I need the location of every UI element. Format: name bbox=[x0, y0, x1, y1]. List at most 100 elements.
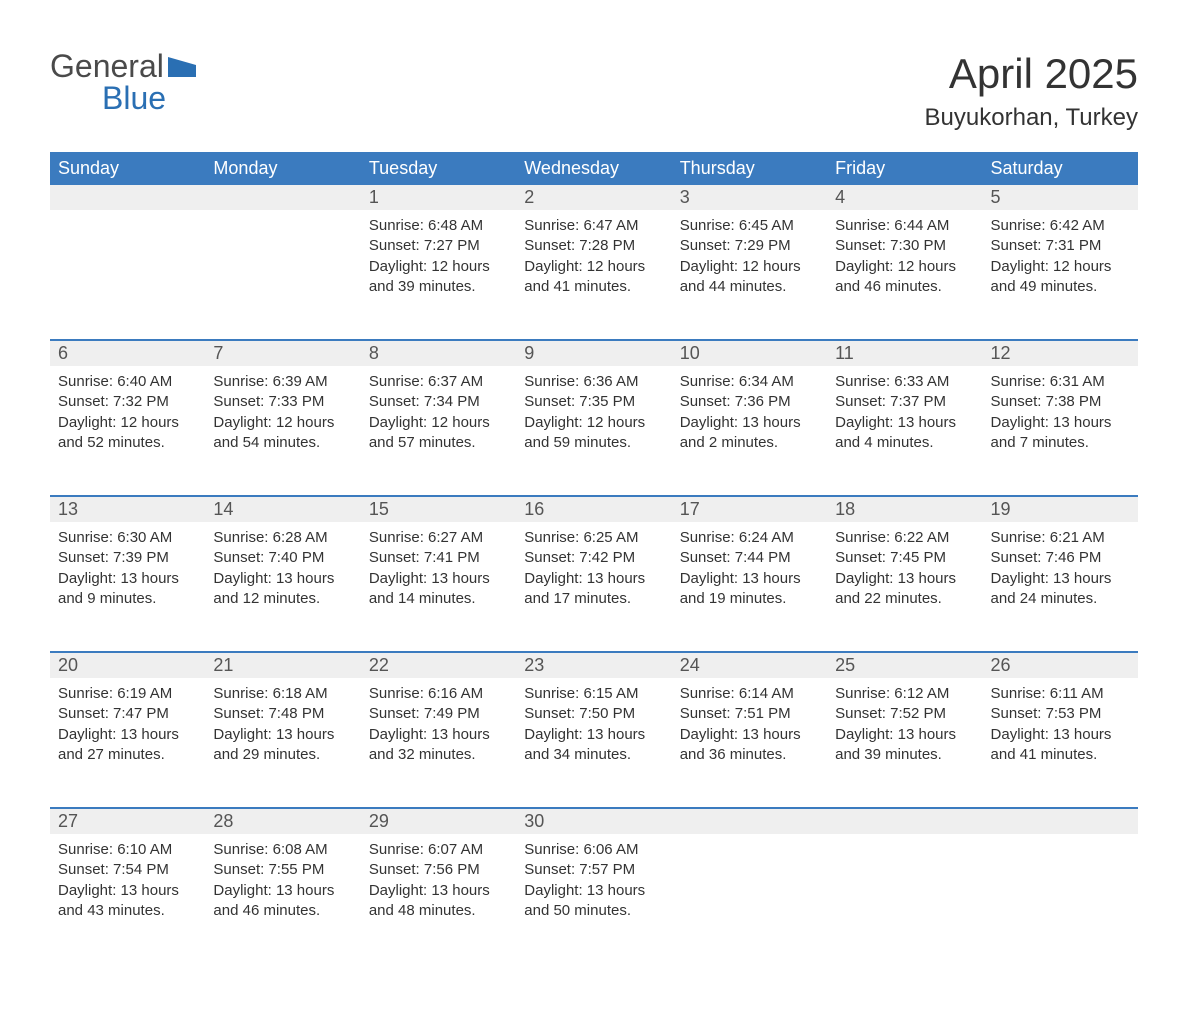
day-cell bbox=[672, 834, 827, 964]
daylight-text: Daylight: 12 hours and 49 minutes. bbox=[991, 257, 1130, 298]
sunrise-text: Sunrise: 6:31 AM bbox=[991, 372, 1130, 392]
day-number: 12 bbox=[983, 340, 1138, 366]
sunrise-text: Sunrise: 6:16 AM bbox=[369, 684, 508, 704]
day-cell: Sunrise: 6:14 AMSunset: 7:51 PMDaylight:… bbox=[672, 678, 827, 808]
sunset-text: Sunset: 7:52 PM bbox=[835, 704, 974, 724]
week-content-row: Sunrise: 6:10 AMSunset: 7:54 PM Daylight:… bbox=[50, 834, 1138, 964]
week-daynum-row: 13141516171819 bbox=[50, 496, 1138, 522]
brand-line1: General bbox=[50, 50, 164, 82]
week-content-row: Sunrise: 6:19 AMSunset: 7:47 PMDaylight:… bbox=[50, 678, 1138, 808]
brand-line2: Blue bbox=[102, 82, 196, 114]
day-cell: Sunrise: 6:40 AMSunset: 7:32 PMDaylight:… bbox=[50, 366, 205, 496]
day-number: 29 bbox=[361, 808, 516, 834]
sunrise-text: Sunrise: 6:07 AM bbox=[369, 840, 508, 860]
day-number: 16 bbox=[516, 496, 671, 522]
daylight-text: Daylight: 12 hours and 57 minutes. bbox=[369, 413, 508, 454]
day-number bbox=[827, 808, 982, 834]
sunrise-text: Sunrise: 6:24 AM bbox=[680, 528, 819, 548]
daylight-text: Daylight: 12 hours and 52 minutes. bbox=[58, 413, 197, 454]
sunset-text: Sunset: 7:30 PM bbox=[835, 236, 974, 256]
day-cell: Sunrise: 6:33 AMSunset: 7:37 PMDaylight:… bbox=[827, 366, 982, 496]
day-number bbox=[983, 808, 1138, 834]
sunset-text: Sunset: 7:27 PM bbox=[369, 236, 508, 256]
flag-icon bbox=[168, 57, 196, 81]
sunset-text: Sunset: 7:31 PM bbox=[991, 236, 1130, 256]
day-number: 26 bbox=[983, 652, 1138, 678]
day-header: Friday bbox=[827, 152, 982, 185]
day-cell: Sunrise: 6:30 AMSunset: 7:39 PMDaylight:… bbox=[50, 522, 205, 652]
day-number: 13 bbox=[50, 496, 205, 522]
sunrise-text: Sunrise: 6:34 AM bbox=[680, 372, 819, 392]
sunset-text: Sunset: 7:34 PM bbox=[369, 392, 508, 412]
day-cell: Sunrise: 6:37 AMSunset: 7:34 PMDaylight:… bbox=[361, 366, 516, 496]
daylight-text: Daylight: 13 hours and 50 minutes. bbox=[524, 881, 663, 922]
day-number: 14 bbox=[205, 496, 360, 522]
calendar-table: Sunday Monday Tuesday Wednesday Thursday… bbox=[50, 152, 1138, 964]
daylight-text: Daylight: 13 hours and 36 minutes. bbox=[680, 725, 819, 766]
day-header: Thursday bbox=[672, 152, 827, 185]
day-number bbox=[672, 808, 827, 834]
sunrise-text: Sunrise: 6:18 AM bbox=[213, 684, 352, 704]
day-number: 22 bbox=[361, 652, 516, 678]
day-cell: Sunrise: 6:12 AMSunset: 7:52 PMDaylight:… bbox=[827, 678, 982, 808]
daylight-text: Daylight: 13 hours and 9 minutes. bbox=[58, 569, 197, 610]
day-cell: Sunrise: 6:45 AMSunset: 7:29 PMDaylight:… bbox=[672, 210, 827, 340]
daylight-text: Daylight: 13 hours and 14 minutes. bbox=[369, 569, 508, 610]
sunset-text: Sunset: 7:53 PM bbox=[991, 704, 1130, 724]
day-number: 5 bbox=[983, 185, 1138, 210]
day-cell: Sunrise: 6:42 AMSunset: 7:31 PMDaylight:… bbox=[983, 210, 1138, 340]
daylight-text: Daylight: 13 hours and 32 minutes. bbox=[369, 725, 508, 766]
sunrise-text: Sunrise: 6:44 AM bbox=[835, 216, 974, 236]
sunset-text: Sunset: 7:51 PM bbox=[680, 704, 819, 724]
sunset-text: Sunset: 7:55 PM bbox=[213, 860, 352, 880]
sunset-text: Sunset: 7:48 PM bbox=[213, 704, 352, 724]
day-cell bbox=[205, 210, 360, 340]
sunrise-text: Sunrise: 6:40 AM bbox=[58, 372, 197, 392]
day-cell: Sunrise: 6:24 AMSunset: 7:44 PMDaylight:… bbox=[672, 522, 827, 652]
sunrise-text: Sunrise: 6:22 AM bbox=[835, 528, 974, 548]
day-header: Sunday bbox=[50, 152, 205, 185]
day-header: Saturday bbox=[983, 152, 1138, 185]
day-number: 11 bbox=[827, 340, 982, 366]
sunset-text: Sunset: 7:42 PM bbox=[524, 548, 663, 568]
day-cell: Sunrise: 6:19 AMSunset: 7:47 PMDaylight:… bbox=[50, 678, 205, 808]
month-title: April 2025 bbox=[925, 50, 1138, 98]
daylight-text: Daylight: 13 hours and 34 minutes. bbox=[524, 725, 663, 766]
sunrise-text: Sunrise: 6:21 AM bbox=[991, 528, 1130, 548]
sunrise-text: Sunrise: 6:33 AM bbox=[835, 372, 974, 392]
sunrise-text: Sunrise: 6:10 AM bbox=[58, 840, 197, 860]
sunrise-text: Sunrise: 6:11 AM bbox=[991, 684, 1130, 704]
day-header: Wednesday bbox=[516, 152, 671, 185]
day-number: 18 bbox=[827, 496, 982, 522]
daylight-text: Daylight: 13 hours and 2 minutes. bbox=[680, 413, 819, 454]
daylight-text: Daylight: 13 hours and 41 minutes. bbox=[991, 725, 1130, 766]
sunrise-text: Sunrise: 6:37 AM bbox=[369, 372, 508, 392]
daylight-text: Daylight: 13 hours and 4 minutes. bbox=[835, 413, 974, 454]
daylight-text: Daylight: 13 hours and 7 minutes. bbox=[991, 413, 1130, 454]
sunset-text: Sunset: 7:54 PM bbox=[58, 860, 197, 880]
day-cell: Sunrise: 6:06 AMSunset: 7:57 PMDaylight:… bbox=[516, 834, 671, 964]
daylight-text: Daylight: 13 hours and 29 minutes. bbox=[213, 725, 352, 766]
sunrise-text: Sunrise: 6:47 AM bbox=[524, 216, 663, 236]
day-cell: Sunrise: 6:11 AMSunset: 7:53 PMDaylight:… bbox=[983, 678, 1138, 808]
sunrise-text: Sunrise: 6:36 AM bbox=[524, 372, 663, 392]
week-daynum-row: 27282930 bbox=[50, 808, 1138, 834]
day-header-row: Sunday Monday Tuesday Wednesday Thursday… bbox=[50, 152, 1138, 185]
day-cell: Sunrise: 6:10 AMSunset: 7:54 PMDaylight:… bbox=[50, 834, 205, 964]
daylight-text: Daylight: 12 hours and 44 minutes. bbox=[680, 257, 819, 298]
daylight-text: Daylight: 13 hours and 24 minutes. bbox=[991, 569, 1130, 610]
sunrise-text: Sunrise: 6:45 AM bbox=[680, 216, 819, 236]
sunrise-text: Sunrise: 6:39 AM bbox=[213, 372, 352, 392]
sunset-text: Sunset: 7:50 PM bbox=[524, 704, 663, 724]
sunset-text: Sunset: 7:38 PM bbox=[991, 392, 1130, 412]
day-number: 6 bbox=[50, 340, 205, 366]
day-number bbox=[50, 185, 205, 210]
day-cell: Sunrise: 6:18 AMSunset: 7:48 PMDaylight:… bbox=[205, 678, 360, 808]
sunrise-text: Sunrise: 6:06 AM bbox=[524, 840, 663, 860]
sunrise-text: Sunrise: 6:27 AM bbox=[369, 528, 508, 548]
title-block: April 2025 Buyukorhan, Turkey bbox=[925, 50, 1138, 132]
week-content-row: Sunrise: 6:30 AMSunset: 7:39 PMDaylight:… bbox=[50, 522, 1138, 652]
header: General Blue April 2025 Buyukorhan, Turk… bbox=[50, 50, 1138, 132]
sunset-text: Sunset: 7:45 PM bbox=[835, 548, 974, 568]
day-number: 9 bbox=[516, 340, 671, 366]
